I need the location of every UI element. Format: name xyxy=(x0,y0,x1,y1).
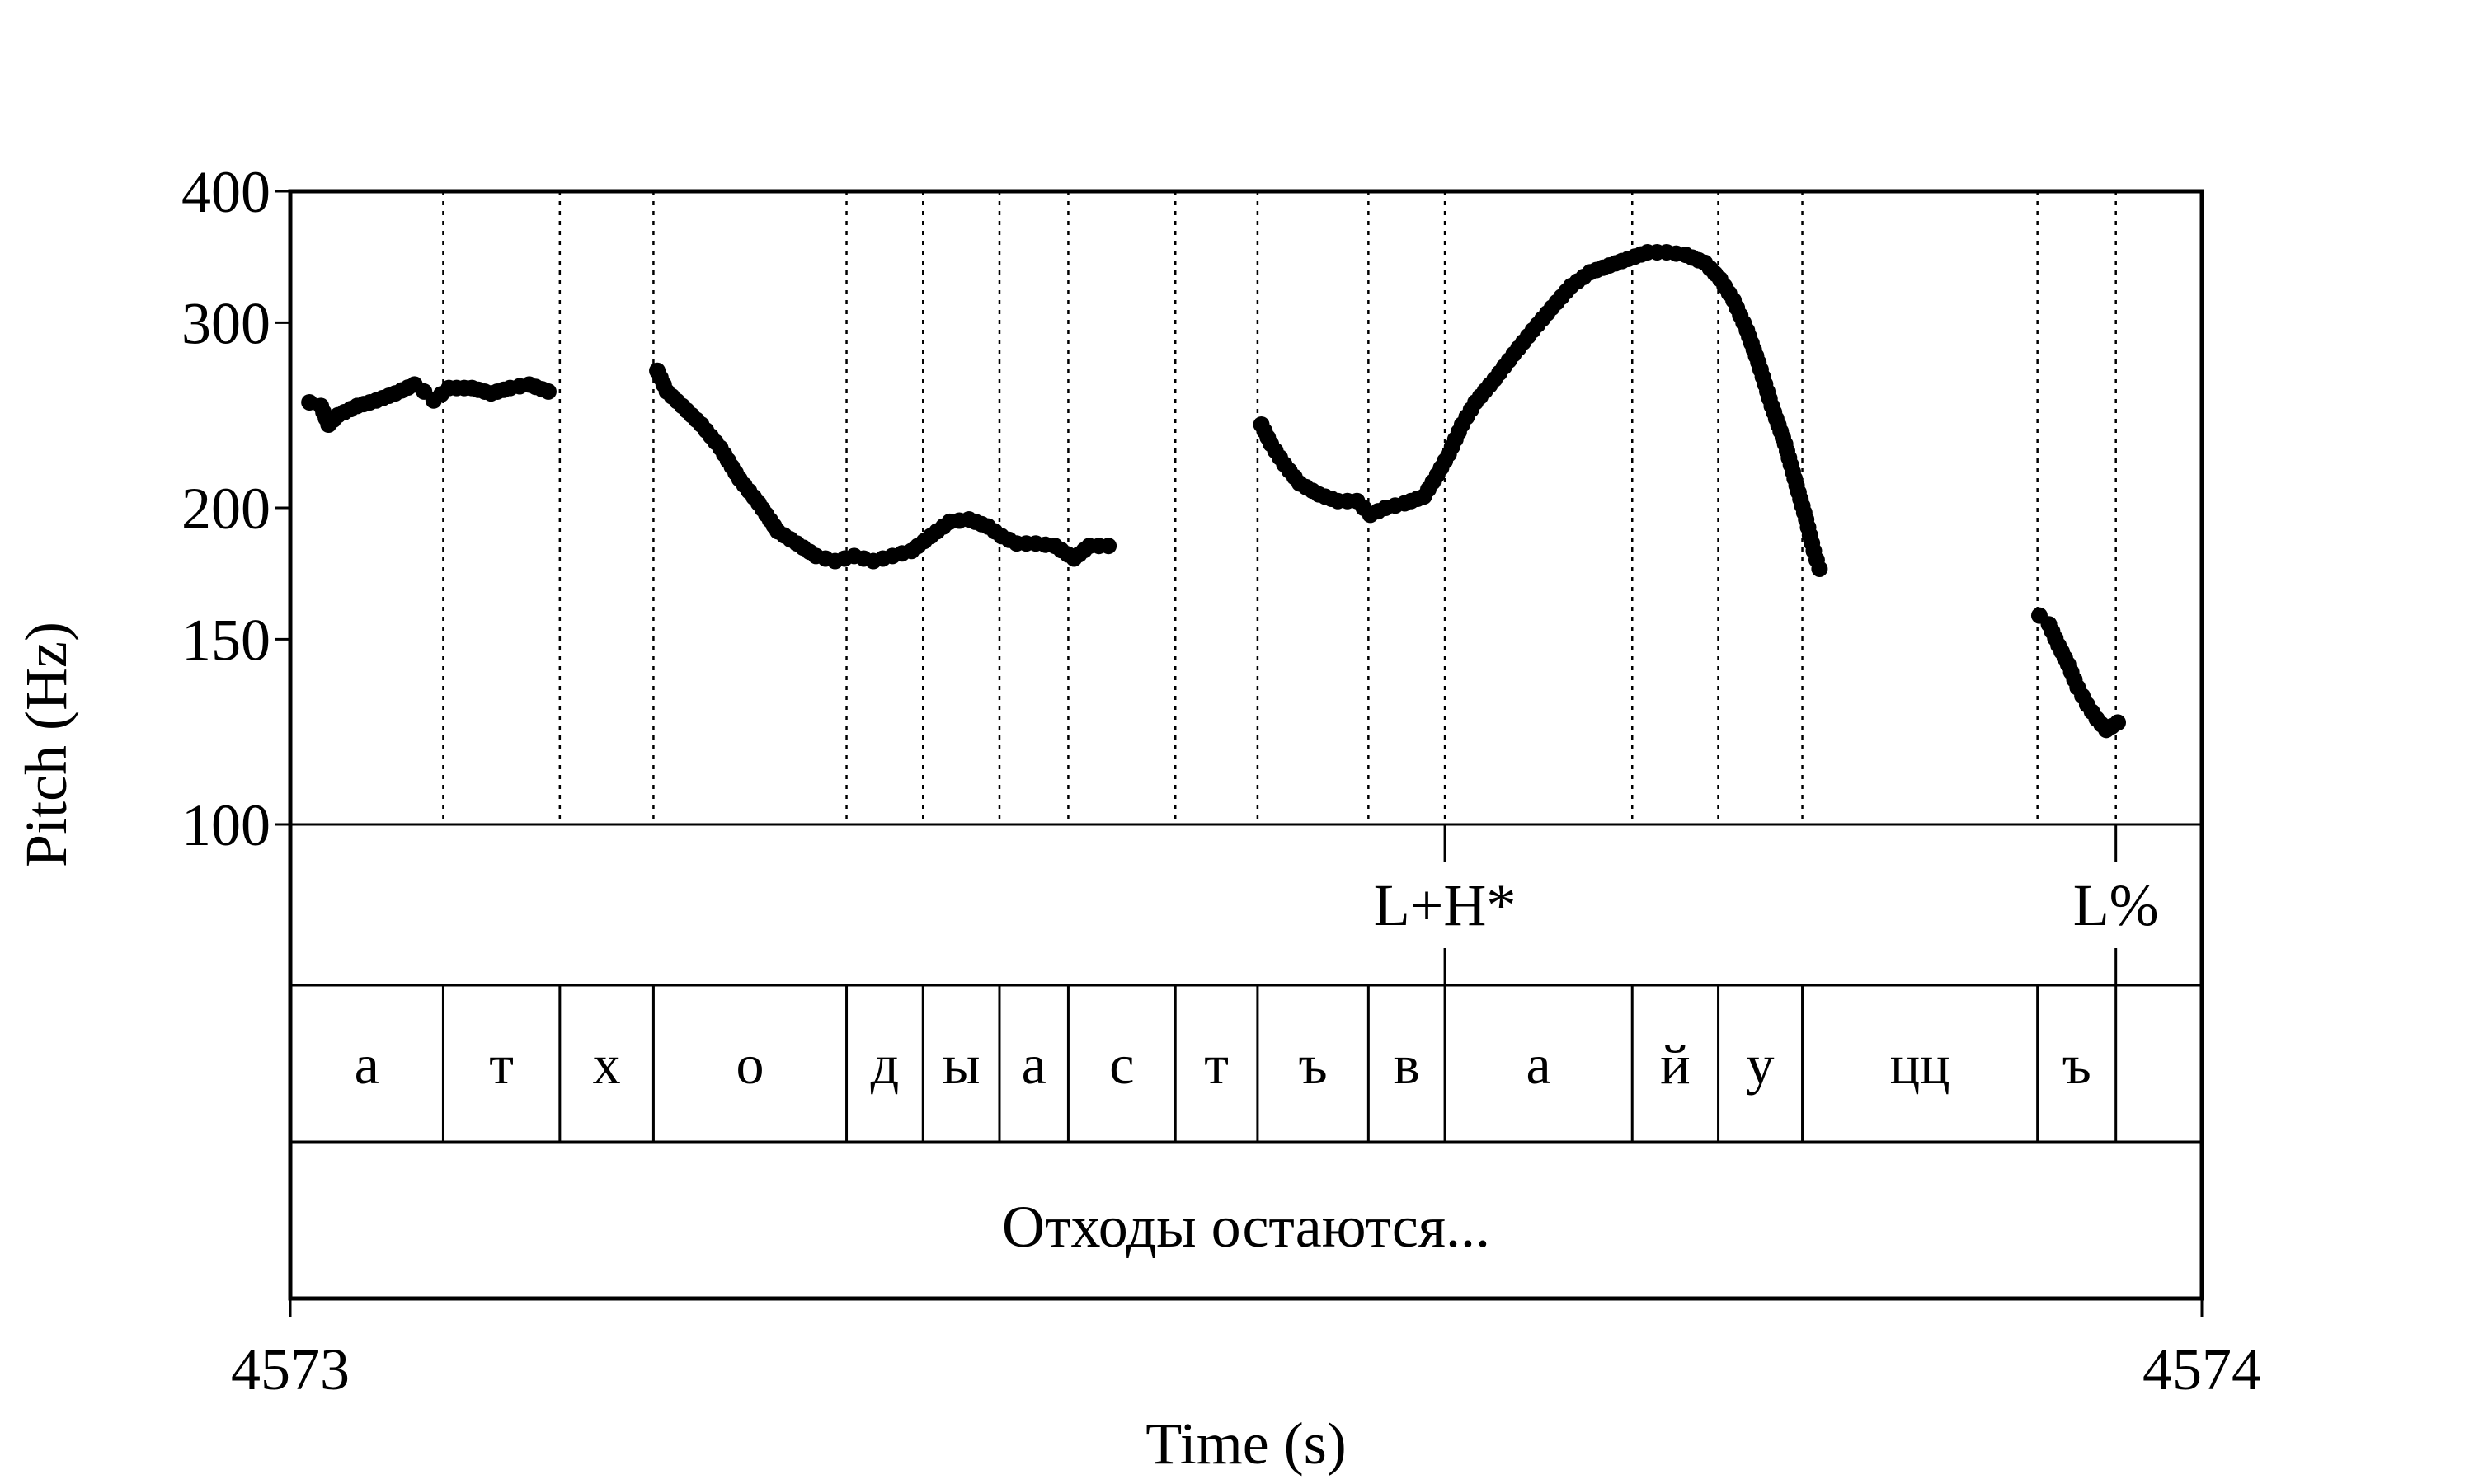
y-tick-label: 100 xyxy=(181,792,270,858)
segment-label: в xyxy=(1394,1033,1420,1096)
pitch-point xyxy=(2109,714,2127,731)
y-tick-label: 150 xyxy=(181,607,270,673)
segment-label: с xyxy=(1109,1033,1134,1096)
pitch-point xyxy=(1100,538,1117,555)
segment-label: цц xyxy=(1890,1033,1950,1096)
segment-label: а xyxy=(1022,1033,1047,1096)
segment-label: а xyxy=(355,1033,379,1096)
y-axis: 100 150 200 300 400 xyxy=(181,159,290,858)
segment-gridlines xyxy=(442,191,2117,824)
segment-label: а xyxy=(1526,1033,1551,1096)
x-axis: 4573 4574 xyxy=(231,1298,2261,1402)
segment-label: т xyxy=(489,1033,514,1096)
tone-label: L% xyxy=(2073,872,2159,938)
x-tick-label: 4573 xyxy=(231,1336,350,1402)
pitch-point xyxy=(539,383,557,400)
segment-label: д xyxy=(871,1033,900,1096)
segment-label: х xyxy=(593,1033,621,1096)
tone-label: L+H* xyxy=(1374,872,1517,938)
pitch-point xyxy=(1811,560,1828,577)
y-tick-label: 400 xyxy=(181,159,270,225)
x-tick-label: 4574 xyxy=(2142,1336,2261,1402)
segment-label: о xyxy=(736,1033,764,1096)
y-tick-label: 200 xyxy=(181,476,270,542)
x-axis-title: Time (s) xyxy=(1145,1411,1346,1477)
y-axis-title: Pitch (Hz) xyxy=(13,622,79,867)
pitch-track xyxy=(301,243,2127,739)
segment-label: ъ xyxy=(1299,1033,1328,1096)
plot-frame xyxy=(288,189,2204,1301)
y-tick-label: 300 xyxy=(181,290,270,356)
segment-label: т xyxy=(1204,1033,1229,1096)
utterance-label: Отходы остаются... xyxy=(1002,1194,1490,1260)
segment-label: у xyxy=(1747,1033,1775,1096)
segment-label: й xyxy=(1660,1033,1690,1096)
segment-label: ъ xyxy=(2062,1033,2091,1096)
segment-label: ы xyxy=(943,1033,981,1096)
